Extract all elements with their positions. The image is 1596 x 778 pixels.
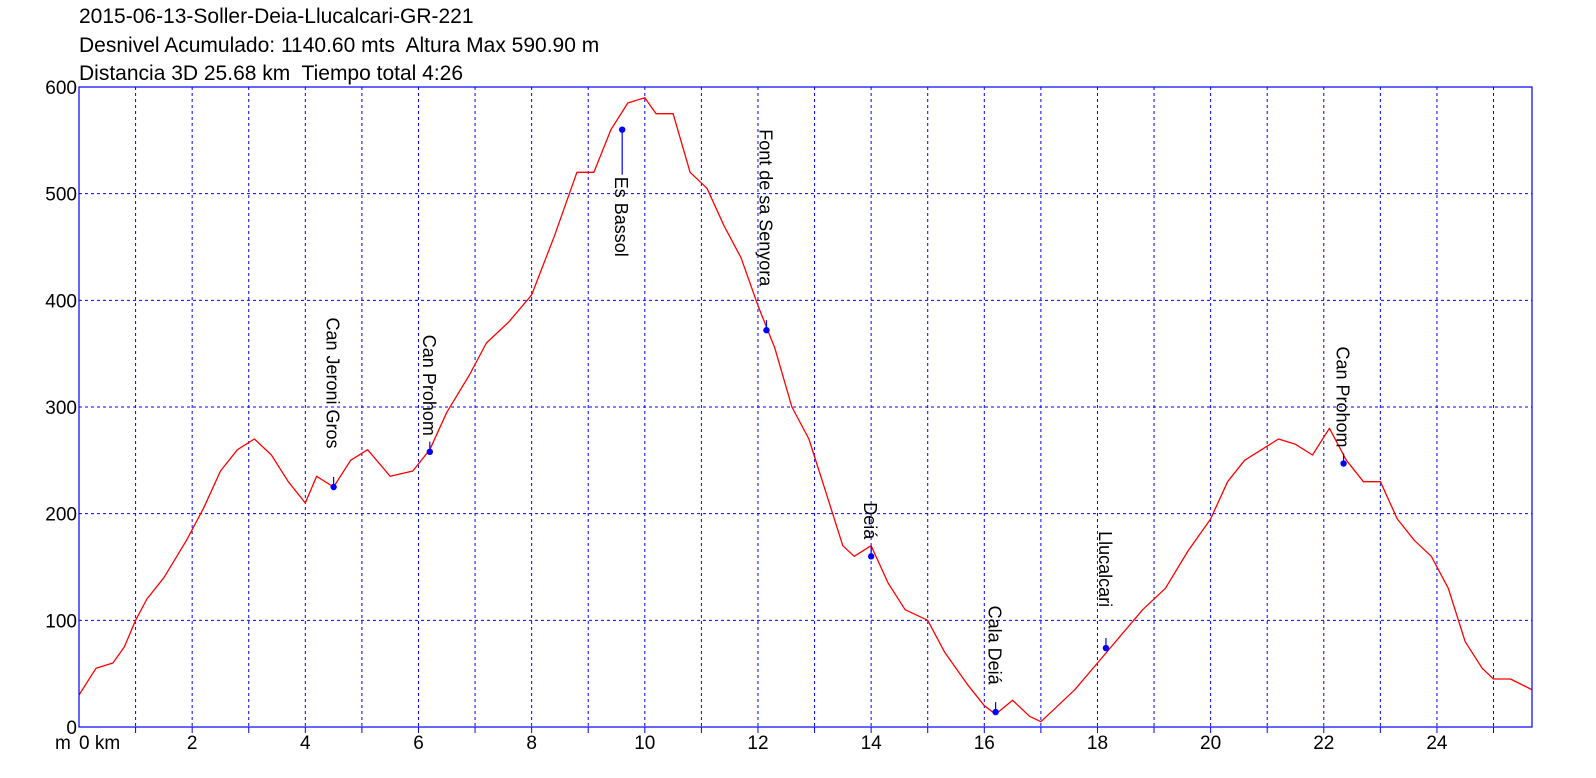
- waypoint-marker: [426, 448, 434, 455]
- x-tick-label: 8: [526, 733, 537, 754]
- waypoint-marker: [763, 327, 770, 334]
- waypoint-marker: [992, 708, 999, 716]
- x-tick-label: 2: [187, 733, 198, 754]
- y-tick-label: 300: [45, 398, 77, 419]
- y-tick-label: 500: [45, 185, 77, 206]
- x-tick-label: 0 km: [79, 733, 120, 754]
- annotation-layer: Can Jeroni Gros Can Prohom Es Bassol Font d…: [323, 126, 1353, 716]
- y-tick-label: 100: [45, 611, 77, 632]
- chart-subtitle-distance: Distancia 3D 25.68 km Tiempo total 4:26: [79, 62, 464, 85]
- chart-subtitle-elevation: Desnivel Acumulado: 1140.60 mts Altura M…: [79, 34, 600, 57]
- y-axis-unit-label: m: [55, 733, 71, 754]
- waypoint-label: Llucalcari: [1095, 531, 1115, 607]
- waypoint-marker: [618, 126, 626, 133]
- waypoint-label: Cala Deiá: [985, 606, 1005, 686]
- y-tick-label: 200: [45, 505, 77, 526]
- waypoint-marker: [867, 553, 875, 560]
- waypoint-marker: [1102, 644, 1110, 652]
- x-tick-label: 16: [974, 733, 995, 754]
- waypoint-label: Can Prohom: [1333, 347, 1353, 448]
- x-tick-label: 18: [1087, 733, 1108, 754]
- chart-title: 2015-06-13-Soller-Deia-Llucalcari-GR-221: [79, 5, 474, 28]
- axis-layer: m 0 km 2 4 6 8 10 12 14 16 18 20 22 2401002003004005…: [45, 78, 1448, 754]
- elevation-line: [78, 97, 1533, 723]
- y-tick-label: 600: [45, 78, 77, 99]
- plot-frame: [78, 86, 1533, 728]
- waypoint-label: Can Prohom: [419, 335, 439, 436]
- x-tick-label: 14: [861, 733, 883, 754]
- x-tick-label: 24: [1426, 733, 1448, 754]
- waypoint-marker: [330, 483, 337, 491]
- x-tick-label: 4: [300, 733, 311, 754]
- x-tick-label: 22: [1313, 733, 1334, 754]
- waypoint-label: Es Bassol: [611, 177, 631, 257]
- series-layer: [78, 97, 1533, 723]
- x-tick-label: 6: [413, 733, 424, 754]
- x-tick-label: 10: [634, 733, 655, 754]
- x-tick-label: 20: [1200, 733, 1221, 754]
- waypoint-label: Can Jeroni Gros: [323, 318, 343, 449]
- waypoint-label: Font de sa Senyora: [756, 129, 776, 287]
- y-tick-label: 0: [66, 718, 77, 739]
- waypoint-marker: [1340, 460, 1347, 467]
- waypoint-label: Deiá: [860, 502, 880, 540]
- y-tick-label: 400: [45, 291, 77, 312]
- x-tick-label: 12: [747, 733, 768, 754]
- grid-layer: [79, 87, 1532, 733]
